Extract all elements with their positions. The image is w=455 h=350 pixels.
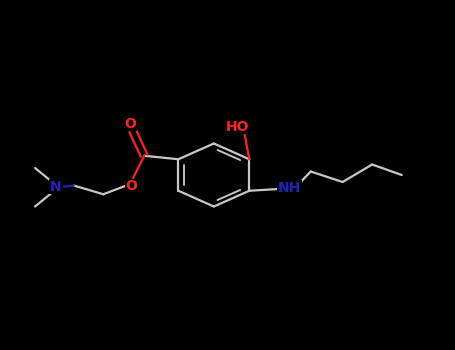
Text: N: N	[50, 180, 61, 194]
Text: NH: NH	[278, 181, 301, 195]
Text: HO: HO	[226, 120, 250, 134]
Text: O: O	[125, 117, 136, 131]
Text: O: O	[126, 179, 137, 193]
